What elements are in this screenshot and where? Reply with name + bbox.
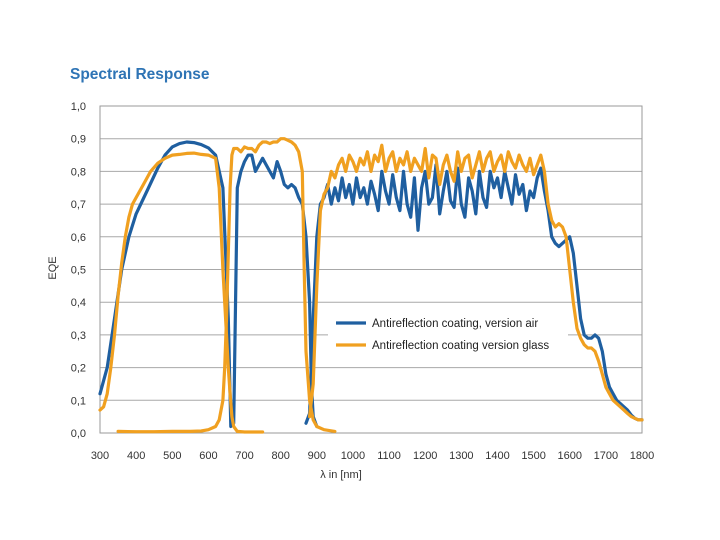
y-tick-label: 0,5	[71, 265, 86, 277]
y-tick-label: 0,3	[71, 330, 86, 342]
x-tick-label: 1600	[557, 450, 581, 462]
x-tick-labels: 300 400 500 600 700 800 900 1000 1100 1200 1300 140…	[91, 450, 654, 462]
y-tick-label: 0,7	[71, 199, 86, 211]
chart-title: Spectral Response	[70, 66, 210, 83]
y-tick-label: 0,0	[71, 428, 86, 440]
y-axis-label: EQE	[47, 256, 59, 279]
x-tick-label: 500	[163, 450, 181, 462]
x-tick-label: 1500	[521, 450, 545, 462]
x-tick-label: 800	[271, 450, 289, 462]
y-tick-label: 0,8	[71, 166, 86, 178]
series-line-glass	[308, 143, 644, 422]
legend: Antireflection coating, version air Antir…	[328, 309, 568, 355]
y-tick-label: 0,9	[71, 134, 86, 146]
y-tick-label: 1,0	[71, 101, 86, 113]
series-line-air	[304, 163, 644, 425]
series-line-air	[98, 140, 319, 429]
x-tick-label: 1000	[341, 450, 365, 462]
x-tick-label: 1300	[449, 450, 473, 462]
y-tick-label: 0,2	[71, 363, 86, 375]
x-tick-label: 1200	[413, 450, 437, 462]
y-tick-label: 0,4	[71, 297, 86, 309]
x-tick-label: 600	[199, 450, 217, 462]
x-tick-label: 1800	[630, 450, 654, 462]
x-axis-label: λ in [nm]	[320, 469, 362, 481]
y-tick-label: 0,1	[71, 395, 86, 407]
series-layer	[98, 137, 644, 434]
x-tick-label: 300	[91, 450, 109, 462]
legend-background	[328, 309, 568, 355]
x-tick-label: 900	[308, 450, 326, 462]
y-tick-label: 0,6	[71, 232, 86, 244]
x-tick-label: 1700	[594, 450, 618, 462]
series-line-glass	[116, 137, 337, 434]
x-tick-label: 400	[127, 450, 145, 462]
legend-label: Antireflection coating version glass	[372, 340, 549, 352]
series-line-glass	[98, 151, 265, 434]
legend-label: Antireflection coating, version air	[372, 318, 538, 330]
y-tick-labels: 0,0 0,1 0,2 0,3 0,4 0,5 0,6 0,7 0,8 0,9 1,0	[71, 101, 86, 440]
x-tick-label: 700	[235, 450, 253, 462]
x-tick-label: 1100	[377, 450, 401, 462]
x-tick-label: 1400	[485, 450, 509, 462]
plot-frame	[99, 105, 643, 434]
